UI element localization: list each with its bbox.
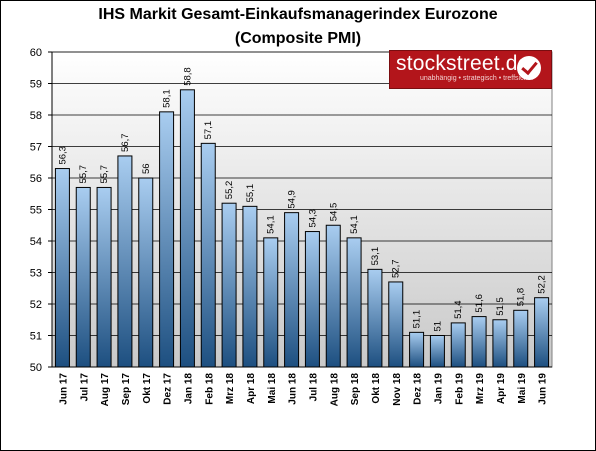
bar xyxy=(179,89,195,368)
bar xyxy=(346,237,362,368)
data-label: 53,1 xyxy=(370,247,381,266)
logo-name: stockstreet.de xyxy=(396,52,530,75)
x-tick-label: Dez 18 xyxy=(413,373,424,405)
bar xyxy=(54,168,70,368)
data-label: 58,8 xyxy=(182,67,193,86)
y-tick-label: 50 xyxy=(30,362,42,374)
x-tick-label: Dez 17 xyxy=(163,373,174,405)
bar xyxy=(409,331,425,368)
bar xyxy=(450,322,466,368)
y-tick-label: 53 xyxy=(30,268,42,280)
y-tick-label: 60 xyxy=(30,47,42,59)
y-tick-label: 57 xyxy=(30,142,42,154)
data-label: 57,1 xyxy=(203,121,214,140)
x-tick-label: Jul 17 xyxy=(79,373,90,402)
data-label: 51,4 xyxy=(453,300,464,319)
bar xyxy=(263,237,279,368)
x-tick-label: Mai 18 xyxy=(267,373,278,404)
x-tick-label: Feb 18 xyxy=(204,373,215,405)
bar xyxy=(284,212,300,368)
y-tick-label: 52 xyxy=(30,299,42,311)
data-label: 55,7 xyxy=(99,165,110,184)
data-label: 55,1 xyxy=(245,184,256,203)
bar xyxy=(138,177,154,368)
x-tick-label: Jun 17 xyxy=(58,373,69,405)
bar xyxy=(159,111,175,368)
x-tick-label: Jan 18 xyxy=(183,373,194,405)
data-label: 52,7 xyxy=(391,259,402,278)
data-label: 55,7 xyxy=(78,165,89,184)
data-label: 55,2 xyxy=(224,181,235,200)
x-tick-label: Okt 17 xyxy=(142,373,153,404)
y-tick-label: 56 xyxy=(30,173,42,185)
x-tick-label: Okt 18 xyxy=(371,373,382,404)
bar xyxy=(96,186,112,368)
data-label: 54,1 xyxy=(266,215,277,234)
x-tick-label: Jul 18 xyxy=(308,373,319,402)
data-label: 52,2 xyxy=(537,275,548,294)
bar xyxy=(534,297,550,368)
data-label: 56,7 xyxy=(120,133,131,151)
stockstreet-logo: stockstreet.de unabhängig • strategisch … xyxy=(389,50,552,89)
data-label: 56,3 xyxy=(57,146,68,165)
bar xyxy=(492,319,508,368)
x-tick-label: Jun 18 xyxy=(288,373,299,405)
y-tick-label: 59 xyxy=(30,79,42,91)
x-tick-label: Apr 18 xyxy=(246,373,257,405)
x-tick-label: Jan 19 xyxy=(433,373,444,405)
checkmark-icon xyxy=(517,56,541,80)
data-label: 51,1 xyxy=(412,310,423,329)
data-label: 51,5 xyxy=(495,297,506,315)
logo-tagline: unabhängig • strategisch • treffsicher xyxy=(420,75,534,82)
x-tick-label: Mrz 19 xyxy=(475,373,486,405)
data-label: 51 xyxy=(432,321,443,332)
bar xyxy=(117,155,133,368)
x-tick-label: Nov 18 xyxy=(392,373,403,406)
bar xyxy=(471,316,487,368)
data-label: 54,1 xyxy=(349,215,360,234)
data-label: 58,1 xyxy=(162,89,173,108)
bar xyxy=(304,231,320,368)
y-tick-label: 55 xyxy=(30,205,42,217)
x-tick-label: Apr 19 xyxy=(496,373,507,405)
data-label: 51,6 xyxy=(474,294,485,313)
data-label: 54,3 xyxy=(307,209,318,228)
x-tick-label: Feb 19 xyxy=(454,373,465,405)
bar xyxy=(221,202,237,368)
data-label: 51,8 xyxy=(516,288,527,307)
data-label: 54,9 xyxy=(287,190,298,209)
bar xyxy=(325,224,341,368)
x-tick-label: Aug 18 xyxy=(329,373,340,407)
bar xyxy=(200,142,216,368)
data-label: 54,5 xyxy=(328,203,339,222)
x-tick-label: Mrz 18 xyxy=(225,373,236,405)
bar xyxy=(75,186,91,368)
x-tick-label: Jun 19 xyxy=(538,373,549,405)
y-tick-label: 54 xyxy=(30,236,42,248)
x-tick-label: Aug 17 xyxy=(100,373,111,407)
data-label: 56 xyxy=(141,163,152,174)
x-tick-label: Mai 19 xyxy=(517,373,528,404)
bar xyxy=(367,268,383,368)
x-tick-label: Sep 17 xyxy=(121,373,132,406)
chart-title: IHS Markit Gesamt-Einkaufsmanagerindex E… xyxy=(98,6,498,23)
bar xyxy=(513,309,529,368)
x-tick-label: Sep 18 xyxy=(350,373,361,406)
bar xyxy=(388,281,404,368)
chart-subtitle: (Composite PMI) xyxy=(234,30,362,47)
y-tick-label: 51 xyxy=(30,331,42,343)
y-tick-label: 58 xyxy=(30,110,42,122)
bar xyxy=(242,205,258,368)
bar xyxy=(429,335,445,368)
